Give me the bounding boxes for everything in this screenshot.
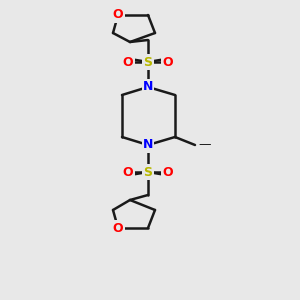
Text: O: O: [113, 221, 123, 235]
Text: O: O: [113, 8, 123, 22]
Text: O: O: [123, 166, 133, 178]
Text: N: N: [143, 139, 153, 152]
Text: S: S: [143, 166, 152, 178]
Text: O: O: [163, 166, 173, 178]
Text: S: S: [143, 56, 152, 68]
Text: —: —: [198, 139, 211, 152]
Text: N: N: [143, 80, 153, 94]
Text: O: O: [163, 56, 173, 68]
Text: O: O: [123, 56, 133, 68]
